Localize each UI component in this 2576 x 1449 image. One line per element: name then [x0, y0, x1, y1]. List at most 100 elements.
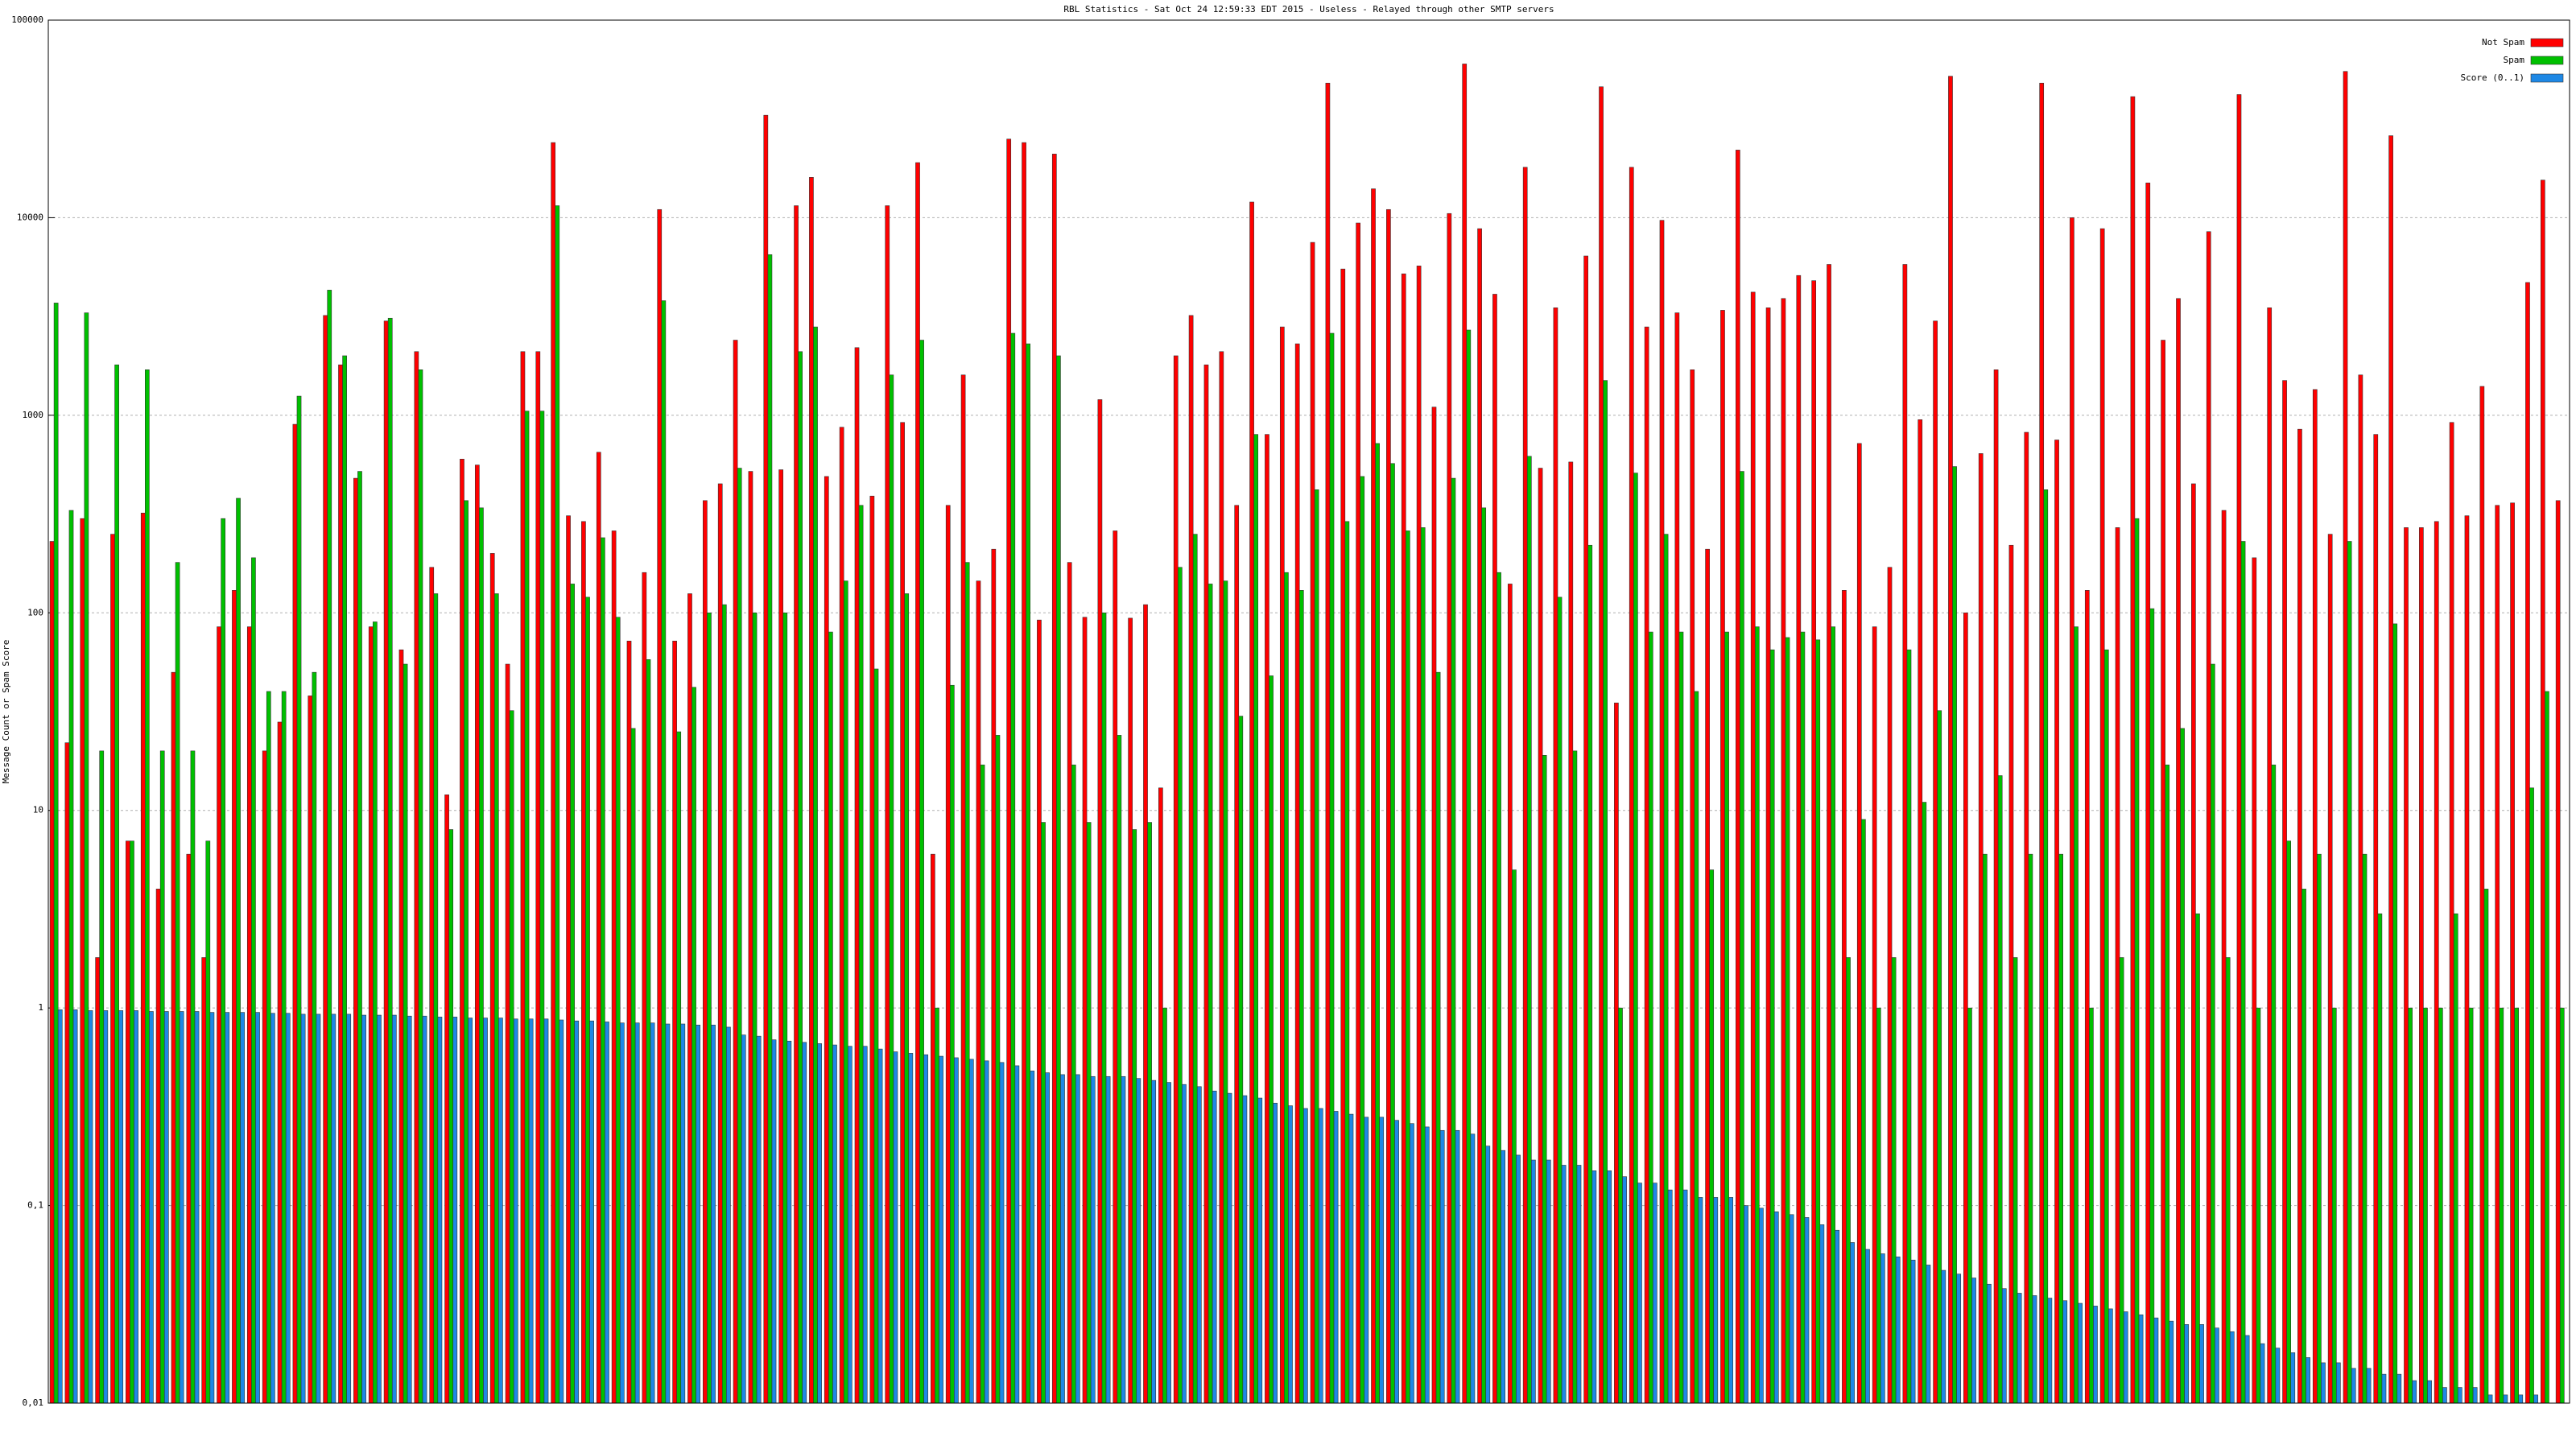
bar	[839, 427, 844, 1404]
legend-label[interactable]: Spam	[2504, 55, 2525, 65]
bar	[756, 1035, 762, 1404]
legend-label[interactable]: Score (0..1)	[2461, 72, 2524, 83]
bar	[171, 671, 176, 1404]
bar	[1599, 86, 1604, 1404]
bar	[175, 562, 180, 1404]
bar	[1516, 1154, 1521, 1404]
bar	[251, 557, 256, 1404]
bar	[1223, 580, 1228, 1404]
bar	[1090, 1075, 1096, 1404]
bar	[1629, 167, 1634, 1404]
bar	[919, 340, 924, 1404]
bar	[429, 567, 435, 1404]
bar	[923, 1054, 929, 1404]
bar	[1379, 1117, 1385, 1404]
bar	[2180, 728, 2185, 1404]
bar	[2479, 386, 2485, 1404]
bar	[2001, 1288, 2007, 1404]
bar	[2427, 1380, 2432, 1404]
bar	[680, 1023, 686, 1404]
bar	[373, 621, 378, 1404]
bar	[1284, 572, 1289, 1404]
bar	[551, 142, 556, 1404]
bar	[862, 1046, 868, 1404]
bar	[414, 351, 419, 1404]
bar	[1288, 1105, 1293, 1404]
bar	[752, 612, 758, 1404]
bar	[2024, 431, 2029, 1404]
bar	[448, 829, 454, 1404]
bar	[2123, 1311, 2128, 1404]
bar	[2327, 534, 2333, 1404]
y-tick-label: 0,1	[27, 1200, 43, 1211]
bar	[2070, 217, 2074, 1404]
bar	[205, 840, 211, 1404]
bar	[1177, 567, 1183, 1404]
bar	[2525, 282, 2530, 1404]
bar	[1922, 802, 1927, 1404]
bar	[1253, 434, 1259, 1404]
bar	[292, 423, 298, 1404]
bar	[1876, 1007, 1881, 1404]
bar	[1713, 1197, 1719, 1404]
bar	[1212, 1090, 1217, 1404]
bar	[368, 626, 374, 1404]
bar	[1850, 1242, 1855, 1404]
bar	[2008, 544, 2014, 1404]
bar	[2423, 1007, 2428, 1404]
bar	[1750, 291, 1756, 1404]
bar	[2058, 853, 2063, 1404]
bar	[2236, 94, 2242, 1404]
bar	[1568, 461, 1574, 1404]
bar	[468, 1018, 473, 1404]
bar	[995, 735, 1001, 1404]
legend-label[interactable]: Not Spam	[2482, 37, 2524, 47]
bar	[2176, 298, 2181, 1404]
bar	[873, 668, 879, 1404]
bar	[1117, 735, 1122, 1404]
bar	[479, 507, 484, 1404]
bar	[513, 1018, 518, 1404]
bar	[1466, 329, 1472, 1404]
bar	[1971, 1278, 1976, 1404]
bar	[2028, 853, 2033, 1404]
bar	[1720, 310, 1725, 1404]
bar	[1447, 213, 1452, 1404]
bar	[1633, 473, 1638, 1404]
legend-swatch	[2530, 73, 2564, 83]
bar	[687, 593, 692, 1404]
bar	[1364, 1117, 1369, 1404]
bar	[2366, 1368, 2372, 1404]
bar	[1037, 619, 1042, 1404]
bar	[1811, 280, 1817, 1404]
bar	[1294, 343, 1300, 1404]
bar	[1234, 505, 1240, 1404]
bar	[2134, 518, 2140, 1404]
bar	[2453, 913, 2458, 1404]
bar	[95, 957, 100, 1404]
bar	[422, 1015, 427, 1404]
bar	[630, 728, 636, 1404]
y-tick-label: 10	[33, 805, 43, 815]
bar	[1872, 626, 1877, 1404]
bar	[1835, 1229, 1840, 1404]
bar	[1765, 308, 1771, 1404]
bar	[1769, 649, 1775, 1404]
bar	[1416, 266, 1422, 1404]
bar	[893, 1051, 898, 1404]
bar	[1978, 453, 1984, 1404]
bar	[2054, 440, 2059, 1404]
bar	[954, 1057, 959, 1404]
bar	[596, 452, 601, 1404]
bar	[144, 369, 150, 1404]
bar	[1439, 1129, 1445, 1404]
bar	[285, 1013, 291, 1404]
bar	[217, 626, 221, 1404]
bar	[2099, 228, 2105, 1404]
bar	[1136, 1078, 1141, 1404]
bar	[225, 1012, 230, 1404]
bar	[1773, 1212, 1779, 1404]
bar	[1576, 1165, 1582, 1404]
bar	[1557, 597, 1563, 1404]
bar	[703, 500, 708, 1404]
